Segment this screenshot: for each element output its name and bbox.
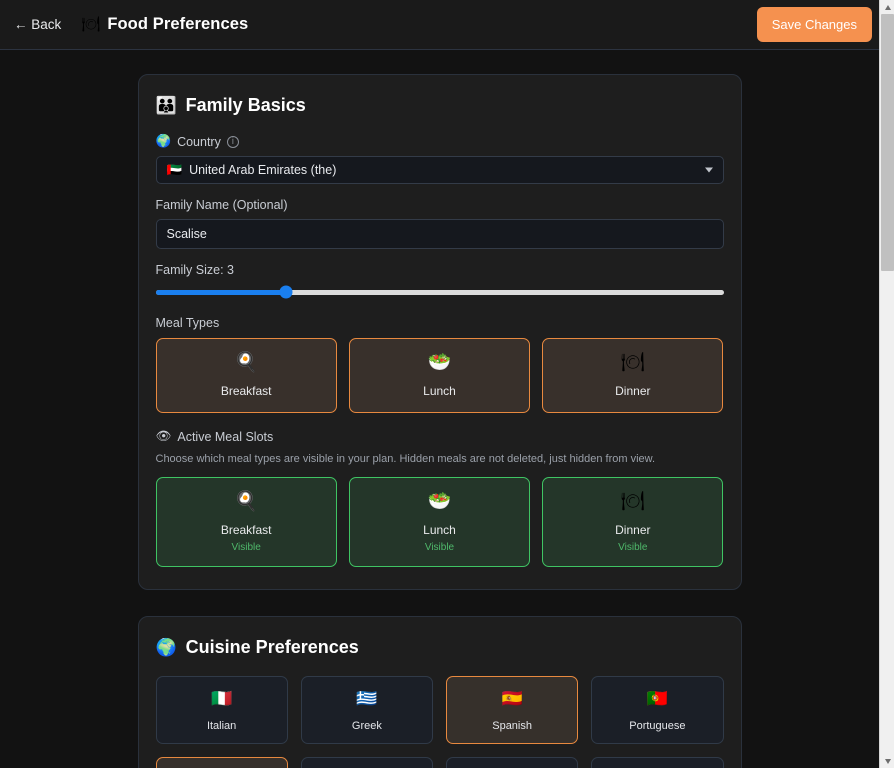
meal-slot-card[interactable]: 🍳 Breakfast Visible (155, 477, 337, 568)
meal-slot-label: Dinner (615, 523, 651, 538)
meal-slot-icon: 🍳 (234, 491, 258, 513)
country-flag-icon: 🇦🇪 (166, 162, 183, 177)
panel-family-basics: 👪 Family Basics 🌍 Country i 🇦🇪 United Ar… (137, 74, 742, 591)
active-meal-slots-label: Active Meal Slots (177, 429, 274, 444)
caret-up-icon (884, 4, 891, 10)
cuisine-grid: 🇮🇹 Italian 🇬🇷 Greek 🇪🇸 Spanish 🇵🇹 Portuguese 🇯🇵J… (155, 676, 724, 768)
meal-types-grid: 🍳 Breakfast 🥗 Lunch 🍽 Dinner (155, 338, 724, 413)
cuisine-label: Spanish (492, 719, 532, 732)
meal-types-label: Meal Types (155, 316, 220, 330)
meal-slot-card[interactable]: 🍽 Dinner Visible (542, 477, 724, 568)
family-name-input[interactable]: Scalise (155, 219, 724, 249)
info-icon[interactable]: i (226, 135, 239, 148)
cuisine-card[interactable]: 🇵🇹 Portuguese (591, 676, 724, 744)
cuisine-card[interactable]: 🇪🇸 Spanish (446, 676, 579, 744)
meal-slot-icon: 🥗 (427, 491, 452, 513)
cuisine-preferences-header: 🌍 Cuisine Preferences (156, 637, 724, 658)
cuisine-flag-icon: 🇵🇹 (646, 689, 668, 709)
family-name-label-row: Family Name (Optional) (156, 198, 724, 212)
meal-type-label: Lunch (423, 383, 456, 398)
field-country: 🌍 Country i 🇦🇪 United Arab Emirates (the… (155, 134, 724, 184)
back-link[interactable]: ← Back (14, 17, 62, 32)
meal-slot-status-badge: Visible (618, 542, 648, 554)
cuisine-flag-icon: 🇪🇸 (501, 689, 523, 709)
meal-slot-icon: 🍽 (620, 491, 645, 513)
globe-icon: 🌍 (155, 134, 172, 148)
globe-icon: 🌍 (155, 638, 177, 658)
family-basics-header: 👪 Family Basics (156, 95, 724, 116)
cuisine-card[interactable]: 🇫🇷French (591, 756, 724, 768)
meal-slot-label: Lunch (423, 523, 456, 538)
family-basics-title: Family Basics (185, 95, 306, 115)
cuisine-preferences-title: Cuisine Preferences (185, 637, 359, 658)
active-meal-slots-grid: 🍳 Breakfast Visible 🥗 Lunch Visible 🍽 Dinner Vis… (155, 477, 724, 568)
scroll-up-button[interactable] (880, 0, 894, 14)
page-title-group: 🍽 Food Preferences (81, 15, 248, 34)
meal-type-label: Breakfast (220, 383, 272, 398)
country-label-row: 🌍 Country i (156, 134, 724, 149)
country-label: Country (177, 134, 221, 149)
cuisine-card[interactable]: 🇬🇷 Greek (300, 676, 433, 744)
meal-type-card[interactable]: 🍽 Dinner (542, 338, 724, 413)
scroll-down-button[interactable] (880, 754, 894, 768)
family-size-label-row: Family Size: 3 (156, 263, 724, 277)
plate-icon: 🍽 (81, 16, 101, 33)
save-changes-button[interactable]: Save Changes (756, 7, 872, 42)
meal-slot-status-badge: Visible (424, 542, 455, 554)
cuisine-card[interactable]: 🇨🇳Chinese (446, 756, 579, 768)
slider-track[interactable] (155, 285, 724, 299)
content-column: 👪 Family Basics 🌍 Country i 🇦🇪 United Ar… (0, 50, 879, 768)
meal-slot-card[interactable]: 🥗 Lunch Visible (348, 477, 531, 568)
caret-down-icon (884, 758, 891, 764)
meal-slot-label: Breakfast (220, 523, 272, 538)
family-size-slider[interactable] (155, 284, 724, 300)
cuisine-label: Italian (206, 719, 237, 732)
family-size-label: Family Size: 3 (155, 263, 235, 277)
slider-fill (155, 289, 287, 295)
meal-type-icon: 🍽 (620, 352, 645, 373)
meal-slot-status-badge: Visible (231, 542, 261, 554)
chevron-down-icon[interactable] (704, 167, 713, 173)
field-family-name: Family Name (Optional) Scalise (155, 198, 724, 249)
meal-type-label: Dinner (615, 383, 651, 398)
eye-icon: 👁 (155, 429, 172, 443)
page-title: Food Preferences (107, 15, 249, 33)
meal-type-icon: 🥗 (427, 352, 452, 373)
cuisine-card[interactable]: 🇯🇵Japanese (155, 756, 288, 768)
active-meal-slots-description: Choose which meal types are visible in y… (155, 453, 656, 465)
vertical-scrollbar[interactable] (879, 0, 894, 768)
cuisine-label: Portuguese (629, 719, 686, 732)
country-select-value: United Arab Emirates (the) (189, 163, 337, 177)
cuisine-flag-icon: 🇮🇹 (211, 689, 233, 709)
cuisine-card[interactable]: 🇹🇷Turkish (300, 756, 433, 768)
family-name-label: Family Name (Optional) (155, 198, 288, 212)
slider-thumb[interactable] (279, 285, 293, 299)
scrollbar-thumb[interactable] (881, 14, 894, 271)
cuisine-label: Greek (351, 719, 382, 732)
main-scroll-area[interactable]: 👪 Family Basics 🌍 Country i 🇦🇪 United Ar… (0, 50, 879, 768)
country-select[interactable]: 🇦🇪 United Arab Emirates (the) (155, 156, 724, 184)
panel-cuisine-preferences: 🌍 Cuisine Preferences 🇮🇹 Italian 🇬🇷 Greek 🇪🇸… (137, 616, 742, 768)
app-header: ← Back 🍽 Food Preferences Save Changes (0, 0, 894, 50)
cuisine-card[interactable]: 🇮🇹 Italian (155, 676, 288, 744)
meal-type-card[interactable]: 🥗 Lunch (348, 338, 531, 413)
family-icon: 👪 (155, 96, 177, 115)
cuisine-flag-icon: 🇬🇷 (356, 689, 378, 709)
field-family-size: Family Size: 3 (155, 263, 724, 300)
meal-type-icon: 🍳 (234, 352, 258, 373)
meal-type-card[interactable]: 🍳 Breakfast (155, 338, 337, 413)
active-meal-slots-label-row: 👁 Active Meal Slots (156, 429, 724, 444)
